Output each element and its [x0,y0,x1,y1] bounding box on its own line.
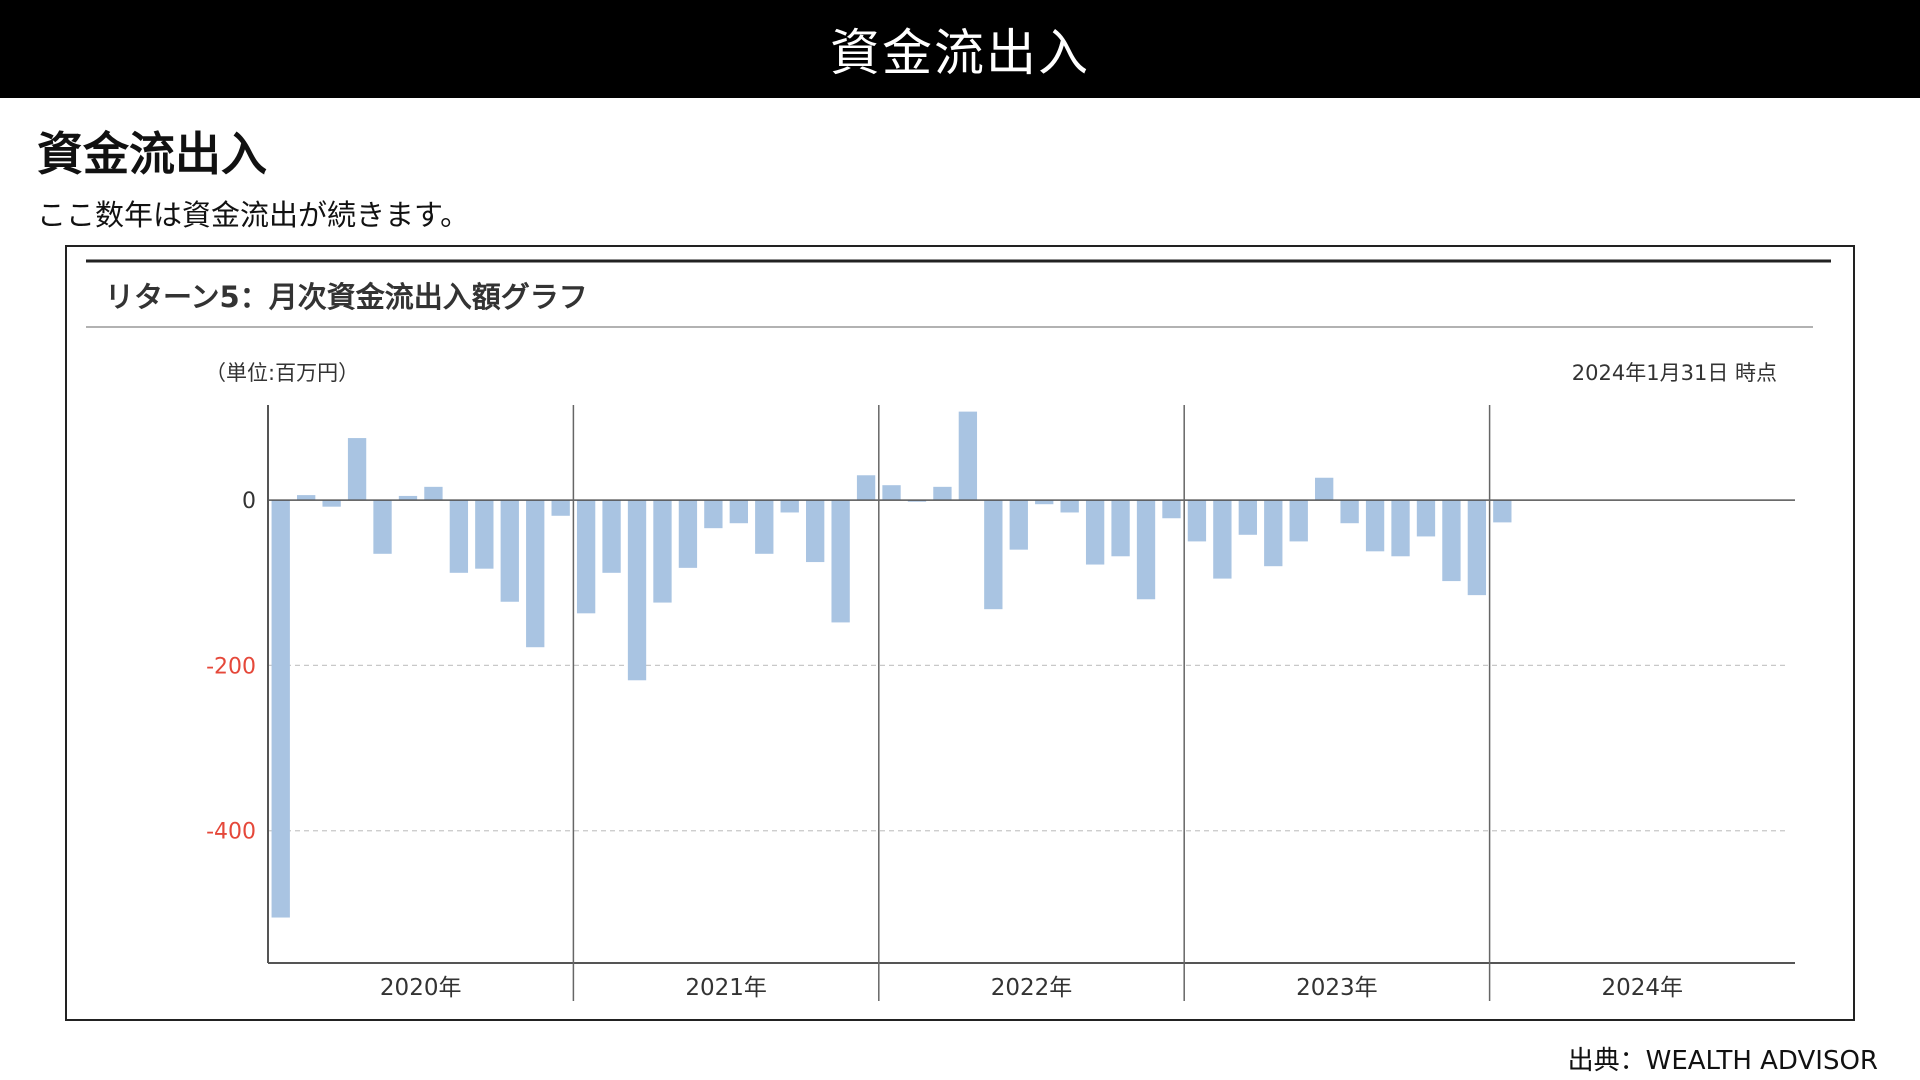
bar [1162,500,1181,519]
fund-flow-chart: リターン5：月次資金流出入額グラフ （単位:百万円） 2024年1月31日 時点… [86,259,1831,1001]
x-year-label: 2022年 [991,975,1073,1001]
bar [984,500,1003,610]
y-tick-label: -200 [206,654,256,679]
bar [551,500,570,516]
bar [347,438,367,501]
bar [424,486,443,501]
bar [755,500,774,554]
as-of-label: 2024年1月31日 時点 [1572,361,1777,385]
x-year-label: 2023年 [1296,975,1378,1001]
bar [1238,500,1257,535]
banner-title: 資金流出入 [0,0,1920,98]
bar [271,500,290,918]
bar [958,411,978,501]
bar [1085,500,1105,565]
bar [1264,500,1283,567]
bar [449,500,469,573]
bar [1493,500,1512,523]
bar [1136,500,1156,600]
grid-layer [268,664,1785,832]
bar [475,500,494,569]
bar [653,500,672,603]
bar [627,500,647,681]
bar [806,500,825,563]
bar [1467,500,1487,596]
bar [1009,500,1028,550]
bar [297,495,316,501]
bar [500,500,519,602]
bar [856,475,876,501]
bar [1315,477,1334,501]
bar [1416,500,1436,537]
bar [882,485,901,501]
x-year-label: 2024年 [1602,975,1684,1001]
bar [1289,500,1308,542]
bar [576,500,596,614]
bar [678,500,698,568]
bar [1035,500,1054,505]
bar [1187,500,1207,542]
chart-title: リターン5：月次資金流出入額グラフ [105,280,588,314]
x-year-label: 2021年 [685,975,767,1001]
bar [729,500,748,524]
bar [907,500,927,502]
bar-layer [271,411,1512,918]
bar [1442,500,1461,582]
bar [602,500,621,573]
bar [373,500,392,554]
bar [1340,500,1359,524]
y-tick-label: 0 [242,489,256,514]
lead-text: ここ数年は資金流出が続きます。 [37,198,470,232]
bar [322,500,341,507]
bar [398,495,418,501]
bar [831,500,850,623]
bar [526,500,545,648]
bar [1111,500,1130,557]
y-tick-label: -400 [206,820,256,845]
source-credit: 出典：WEALTH ADVISOR [1567,1046,1878,1076]
bar [933,486,952,501]
bar [1213,500,1232,579]
axis-layer [267,405,1795,1001]
unit-label: （単位:百万円） [205,361,359,385]
bar [704,500,723,529]
label-layer: 0 -200 -400 2020年 2021年 2022年 2023年 2024年 [206,489,1683,1001]
bar [1365,500,1385,552]
chart-panel: リターン5：月次資金流出入額グラフ （単位:百万円） 2024年1月31日 時点… [65,245,1855,1021]
bar [780,500,799,513]
section-title: 資金流出入 [37,127,267,181]
bar [1391,500,1410,557]
bar [1060,500,1079,513]
x-year-label: 2020年 [380,975,462,1001]
